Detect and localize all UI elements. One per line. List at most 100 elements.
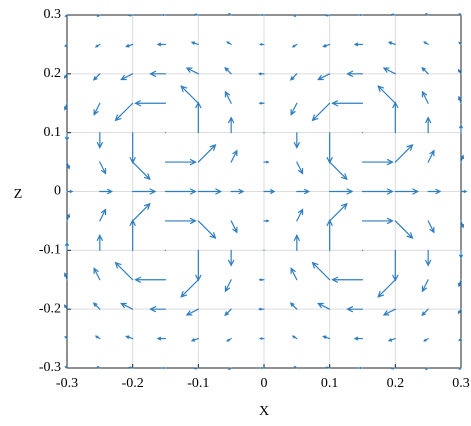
arrow (224, 308, 232, 317)
arrow (258, 101, 265, 105)
arrow (96, 233, 103, 251)
arrow (64, 43, 68, 48)
arrow (96, 366, 101, 369)
arrow (263, 219, 270, 223)
arrow (224, 279, 232, 293)
arrow (458, 337, 462, 342)
arrow (197, 220, 217, 239)
arrow (326, 218, 333, 251)
arrow (259, 13, 265, 17)
arrow (361, 217, 394, 225)
arrow (382, 67, 396, 75)
arrow (387, 337, 396, 342)
arrow (296, 188, 311, 195)
arrow (257, 72, 265, 76)
arrow (63, 102, 68, 111)
arrow (394, 220, 414, 239)
y-axis-label: Z (14, 187, 23, 202)
arrow (125, 335, 134, 340)
arrow (258, 278, 265, 282)
arrow (134, 276, 167, 283)
arrow (329, 188, 354, 195)
arrow (149, 306, 167, 313)
arrow (290, 267, 298, 281)
arrow (128, 14, 134, 17)
arrow (289, 73, 298, 81)
arrow (293, 132, 300, 150)
arrow (66, 190, 74, 193)
arrow (326, 132, 333, 165)
arrow (358, 13, 364, 17)
arrow (149, 70, 167, 77)
arrow (92, 302, 101, 310)
y-tick-label: -0.3 (39, 360, 61, 375)
arrow (180, 279, 199, 298)
arrow (230, 149, 238, 163)
arrow (331, 100, 364, 107)
arrow (322, 335, 331, 340)
arrow (99, 208, 107, 222)
x-axis-label: X (259, 404, 269, 419)
x-tick-label: 0.3 (452, 376, 470, 391)
arrow (63, 304, 68, 310)
arrow (228, 116, 235, 134)
arrow (195, 249, 202, 282)
arrow (65, 132, 69, 142)
arrow (99, 161, 107, 175)
arrow (361, 188, 394, 195)
arrow (194, 367, 199, 370)
arrow (128, 366, 134, 369)
y-tick-label: -0.1 (39, 243, 61, 258)
arrow (392, 101, 399, 134)
arrow (291, 335, 298, 340)
arrow (427, 149, 435, 163)
arrow (382, 308, 396, 316)
arrow (311, 102, 331, 122)
arrow (263, 189, 276, 194)
arrow (161, 13, 167, 17)
arrow (64, 335, 68, 340)
arrow (421, 66, 429, 75)
arrow (289, 302, 298, 310)
arrow (63, 272, 68, 281)
arrow (421, 308, 429, 317)
arrow (64, 14, 68, 18)
arrow (358, 366, 364, 370)
arrow (63, 73, 68, 79)
arrow (460, 220, 465, 229)
arrow (156, 42, 167, 47)
arrow (424, 13, 429, 16)
arrow (423, 41, 429, 46)
arrow (457, 279, 462, 288)
arrow (427, 188, 442, 195)
arrow (329, 161, 348, 181)
arrow (394, 188, 420, 195)
arrow (114, 102, 134, 122)
arrow (421, 90, 429, 104)
arrow (329, 202, 348, 222)
arrow (460, 190, 468, 193)
arrow (94, 43, 101, 48)
x-tick-label: -0.3 (56, 376, 78, 391)
arrow (394, 144, 414, 163)
arrow (457, 68, 462, 75)
y-tick-label: 0.1 (44, 125, 62, 140)
arrow (377, 279, 396, 298)
arrow (427, 220, 435, 234)
arrow (458, 367, 462, 371)
arrow (353, 336, 364, 341)
arrow (227, 367, 232, 370)
x-tick-label: -0.2 (122, 376, 144, 391)
arrow (311, 261, 331, 281)
arrow (322, 43, 331, 48)
arrow (227, 13, 232, 16)
arrow (120, 73, 134, 81)
y-tick-label: 0.2 (44, 66, 62, 81)
arrow (377, 85, 396, 104)
arrow (164, 188, 197, 195)
arrow (346, 306, 364, 313)
arrow (93, 267, 101, 281)
arrow (317, 302, 331, 310)
arrow (120, 302, 134, 310)
arrow (424, 367, 429, 370)
